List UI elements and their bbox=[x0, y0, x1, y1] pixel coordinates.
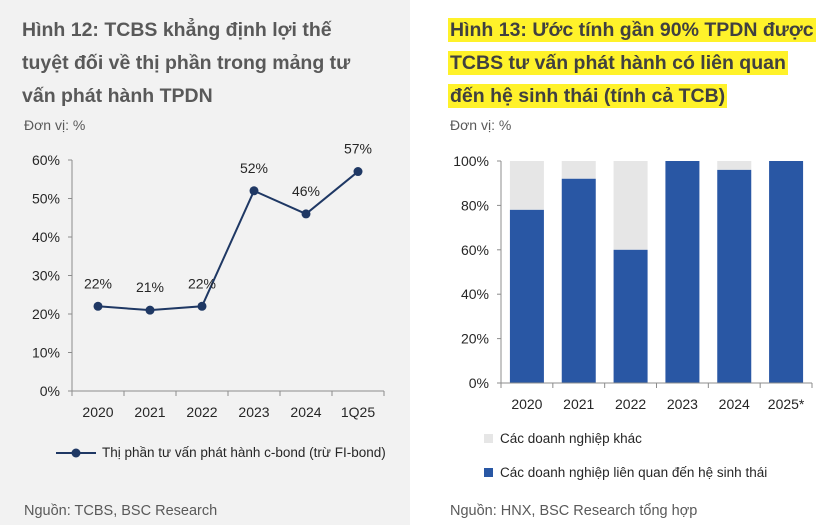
y-tick-label: 40% bbox=[461, 286, 489, 302]
bar-ecosystem bbox=[561, 178, 596, 383]
y-tick-label: 60% bbox=[461, 242, 489, 258]
y-tick-label: 10% bbox=[32, 345, 60, 361]
left-unit-label: Đơn vị: % bbox=[24, 117, 86, 133]
y-tick-label: 0% bbox=[469, 375, 489, 391]
data-label: 22% bbox=[188, 275, 216, 291]
x-tick-label: 2020 bbox=[82, 404, 113, 420]
bar-ecosystem bbox=[665, 161, 700, 383]
x-tick-label: 2020 bbox=[511, 396, 542, 412]
right-title-line: TCBS tư vấn phát hành có liên quan bbox=[448, 51, 788, 75]
y-tick-label: 0% bbox=[40, 383, 60, 399]
data-label: 57% bbox=[344, 141, 372, 157]
left-source: Nguồn: TCBS, BSC Research bbox=[24, 503, 218, 519]
left-title-line: Hình 12: TCBS khẳng định lợi thế bbox=[22, 19, 332, 41]
y-tick-label: 20% bbox=[32, 306, 60, 322]
legend-swatch-other bbox=[484, 434, 493, 443]
x-tick-label: 2022 bbox=[615, 396, 646, 412]
right-title-line: đến hệ sinh thái (tính cả TCB) bbox=[448, 84, 728, 108]
left-figure-panel: Hình 12: TCBS khẳng định lợi thế tuyệt đ… bbox=[0, 0, 410, 525]
data-label: 46% bbox=[292, 183, 320, 199]
left-title-line: tuyệt đối về thị phần trong mảng tư bbox=[22, 52, 351, 74]
bar-other bbox=[717, 161, 752, 170]
left-title-line: vấn phát hành TPDN bbox=[22, 85, 213, 107]
x-tick-label: 2023 bbox=[667, 396, 698, 412]
right-title-line: Hình 13: Ước tính gần 90% TPDN được bbox=[448, 18, 816, 42]
right-figure-panel: Hình 13: Ước tính gần 90% TPDN được TCBS… bbox=[428, 0, 827, 525]
legend-point-marker bbox=[71, 448, 81, 458]
y-tick-label: 20% bbox=[461, 331, 489, 347]
data-label: 52% bbox=[240, 160, 268, 176]
x-tick-label: 2025* bbox=[768, 396, 805, 412]
y-tick-label: 80% bbox=[461, 197, 489, 213]
data-point bbox=[301, 209, 311, 219]
data-point bbox=[353, 167, 363, 177]
legend-label-ecosystem: Các doanh nghiệp liên quan đến hệ sinh t… bbox=[500, 465, 768, 480]
bar-other bbox=[613, 161, 648, 250]
stacked-bar-chart: 0% 20% 40% 60% 80% 100% 2020 2021 2022 2023 2024 2… bbox=[453, 153, 813, 477]
x-tick-label: 2021 bbox=[563, 396, 594, 412]
right-figure-title: Hình 13: Ước tính gần 90% TPDN được TCBS… bbox=[448, 14, 816, 113]
bar-other bbox=[561, 161, 596, 179]
data-point bbox=[145, 305, 155, 315]
data-label: 22% bbox=[84, 275, 112, 291]
data-point bbox=[249, 186, 259, 196]
x-tick-label: 2024 bbox=[719, 396, 750, 412]
bar-other bbox=[509, 161, 544, 210]
data-label: 21% bbox=[136, 279, 164, 295]
line-series bbox=[97, 170, 359, 312]
x-tick-label: 2024 bbox=[290, 404, 321, 420]
y-tick-label: 40% bbox=[32, 229, 60, 245]
right-source: Nguồn: HNX, BSC Research tổng hợp bbox=[450, 503, 698, 519]
data-point bbox=[197, 301, 207, 311]
right-unit-label: Đơn vị: % bbox=[450, 117, 512, 133]
bar-ecosystem bbox=[613, 249, 648, 383]
line-chart: 0% 10% 20% 30% 40% 50% 60% 2020 2021 2022 2023 202… bbox=[32, 141, 385, 458]
data-point bbox=[93, 301, 103, 311]
left-figure-title: Hình 12: TCBS khẳng định lợi thế tuyệt đ… bbox=[22, 14, 350, 113]
x-tick-label: 1Q25 bbox=[341, 404, 375, 420]
y-tick-label: 100% bbox=[453, 153, 489, 169]
x-tick-label: 2021 bbox=[134, 404, 165, 420]
bar-ecosystem bbox=[717, 169, 752, 383]
bar-ecosystem bbox=[509, 209, 544, 383]
y-tick-label: 50% bbox=[32, 191, 60, 207]
legend-label-other: Các doanh nghiệp khác bbox=[500, 431, 642, 446]
x-tick-label: 2023 bbox=[238, 404, 269, 420]
bar-ecosystem bbox=[769, 161, 804, 383]
y-tick-label: 30% bbox=[32, 268, 60, 284]
left-legend-label: Thị phần tư vấn phát hành c-bond (trừ FI… bbox=[102, 445, 386, 460]
legend-swatch-ecosystem bbox=[484, 468, 493, 477]
y-tick-label: 60% bbox=[32, 152, 60, 168]
x-tick-label: 2022 bbox=[186, 404, 217, 420]
